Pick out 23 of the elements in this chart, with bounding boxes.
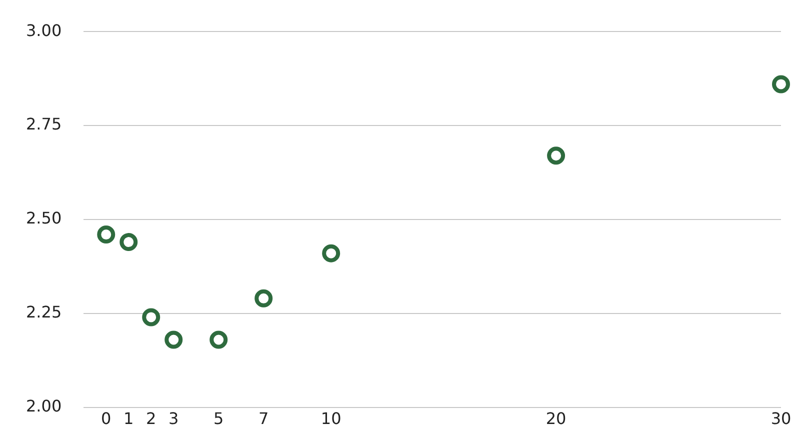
- x-tick-label: 2: [146, 409, 156, 428]
- point: [322, 244, 340, 262]
- point: [772, 75, 790, 94]
- point: [142, 308, 160, 326]
- y-tick-label: 3.00: [26, 20, 62, 40]
- y-tick-label: 2.00: [26, 396, 62, 416]
- point: [547, 146, 566, 165]
- point: [254, 289, 273, 308]
- x-tick-label: 20: [546, 409, 566, 428]
- y-tick-label: 2.25: [26, 302, 62, 322]
- point: [97, 226, 116, 244]
- x-tick-label: 3: [168, 409, 179, 428]
- point: [164, 330, 183, 349]
- x-tick-label: 5: [214, 409, 224, 428]
- point: [210, 330, 228, 349]
- x-tick-label: 7: [258, 409, 269, 428]
- point: [120, 233, 138, 252]
- y-tick-label: 2.75: [26, 114, 62, 134]
- y-tick-label: 2.50: [26, 208, 62, 228]
- x-tick-label: 0: [101, 409, 112, 428]
- x-tick-label: 1: [124, 409, 134, 428]
- x-tick-label: 30: [770, 409, 792, 428]
- x-tick-label: 10: [320, 409, 342, 428]
